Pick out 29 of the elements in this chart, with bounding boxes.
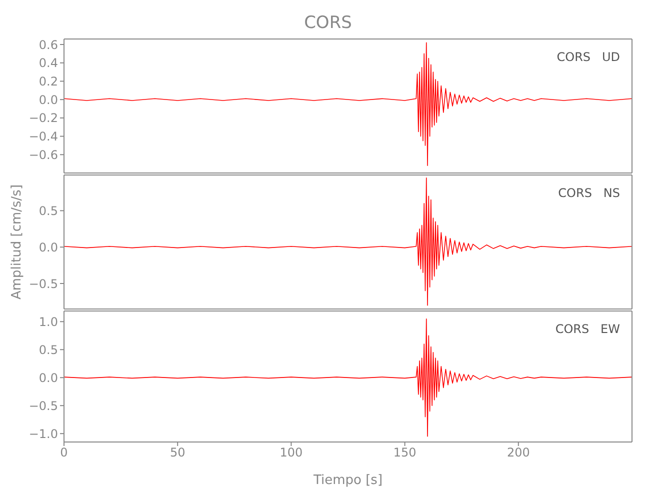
line-series	[64, 318, 632, 437]
annotation: CORS NS	[558, 186, 620, 200]
y-tick-label: 0.6	[38, 38, 58, 52]
x-axis-title: Tiempo [s]	[312, 473, 383, 488]
y-tick-label: −1.0	[28, 426, 58, 441]
annotation: CORS EW	[555, 322, 620, 336]
y-tick-label: 0.5	[38, 204, 58, 218]
chart-title: CORS	[303, 12, 353, 35]
x-tick-label: 200	[506, 446, 530, 460]
line-series	[64, 42, 632, 166]
y-tick-label: −0.5	[28, 276, 58, 291]
y-axis-title: Amplitud [cm/s/s]	[10, 184, 25, 300]
y-tick-label: −0.6	[28, 148, 58, 162]
y-tick-label: 0.4	[38, 56, 58, 70]
y-tick-label: 0.0	[38, 240, 58, 254]
x-tick-label: 50	[170, 446, 186, 460]
annotation: CORS UD	[556, 50, 620, 64]
y-tick-label: 0.2	[38, 74, 58, 88]
y-tick-label: 0.0	[38, 92, 58, 107]
x-tick-label: 0	[60, 446, 68, 460]
y-tick-label: −0.5	[28, 398, 58, 413]
y-tick-label: −0.4	[28, 130, 58, 144]
x-tick-label: 150	[393, 446, 416, 460]
y-tick-label: 0.5	[38, 342, 58, 357]
line-series	[64, 178, 632, 306]
y-tick-label: 0.0	[38, 370, 58, 385]
x-tick-label: 100	[280, 446, 303, 460]
y-tick-label: −0.2	[28, 111, 58, 126]
y-tick-label: 1.0	[38, 314, 58, 329]
